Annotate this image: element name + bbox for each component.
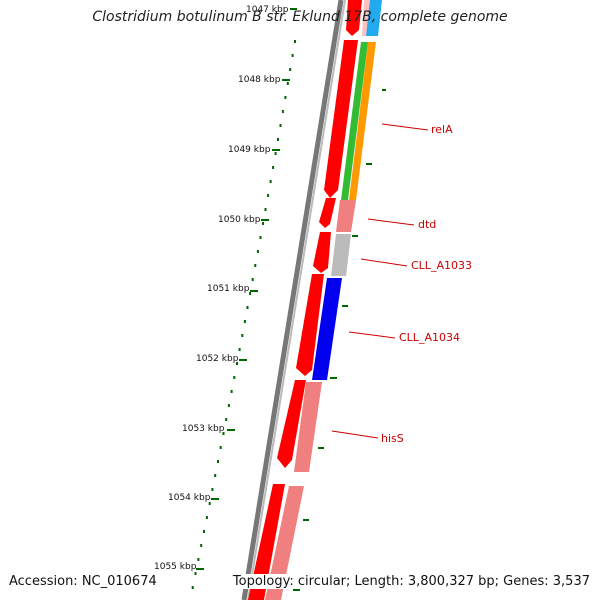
scale-dot [279,124,282,127]
tick-label: 1051 kbp [207,284,250,294]
gene-arrow [248,484,285,600]
scale-dot [217,460,219,463]
gene-arrow [296,274,324,376]
scale-dot [256,250,259,253]
scale-dot [241,334,244,337]
tick-label: 1047 kbp [246,5,289,15]
gene-label-relA: relA [431,123,453,136]
inner-ticks [293,89,386,591]
scale-dot [219,446,222,449]
gene-label-CLL_A1034: CLL_A1034 [399,331,460,344]
scale-dot [236,362,238,365]
scale-dot [238,348,241,351]
gene-label-CLL_A1033: CLL_A1033 [411,259,472,272]
scale-dot [191,586,194,589]
tick-label: 1053 kbp [182,424,225,434]
scale-dot [269,180,272,183]
gene-block-blue [312,278,342,380]
accession-text: Accession: NC_010674 [7,574,159,589]
label-leaders [331,123,429,439]
scale-dot [243,320,246,323]
scale-dot [246,306,249,309]
scale-dot [208,502,211,505]
scale-dot [222,432,225,435]
topology-text: Topology: circular; Length: 3,800,327 bp… [230,574,592,589]
gene-arrow [313,232,331,273]
scale-dot [227,404,230,407]
scale-dot [284,96,287,99]
scale-dot [294,40,296,43]
scale-dot [291,54,294,57]
genome-backbone [241,0,344,600]
scale-dot [272,166,275,169]
scale-dot [267,194,270,197]
scale-dot [233,376,236,379]
gene-block-pink [265,486,304,600]
scale-dot [211,488,214,491]
tick-label: 1048 kbp [238,75,281,85]
gene-arrow [277,380,306,468]
scale-dot [251,278,254,281]
tick-label: 1055 kbp [154,562,197,572]
map-title: Clostridium botulinum B str. Eklund 17B,… [92,9,508,25]
scale-dot [286,82,289,85]
scale-dot [200,544,203,547]
scale-dot [194,572,197,575]
gene-block-orange [349,42,376,200]
gene-block-pink [294,382,322,472]
scale-dot [259,236,262,239]
scale-dot [289,68,292,71]
scale-dot [274,152,277,155]
scale-dot [205,516,208,519]
gene-block-cyan [366,0,382,36]
scale-dot [214,474,217,477]
gene-arrow [319,198,336,228]
gene-block-gray [331,234,351,276]
scale-dot [230,390,233,393]
gene-arrow [324,40,358,198]
scale-dot [249,292,252,295]
gene-block-pink [336,200,356,232]
tick-label: 1052 kbp [196,354,239,364]
tick-label: 1050 kbp [218,215,261,225]
genome-backbone-highlight [247,0,346,600]
gene-arrow [346,0,362,36]
scale-dot [262,222,264,225]
scale-dots [191,40,296,589]
scale-dot [254,264,257,267]
scale-dot [281,110,284,113]
scale-dot [197,558,200,561]
forward-genes [248,0,362,600]
scale-dot [277,138,279,141]
gene-label-dtd: dtd [418,218,436,231]
scale-ticks [196,8,297,570]
gene-block-green [341,42,368,200]
scale-dot [264,208,267,211]
inner-track-genes [265,0,382,600]
scale-dot [225,418,228,421]
scale-dot [203,530,205,533]
gene-label-hisS: hisS [381,432,404,445]
tick-label: 1049 kbp [228,145,271,155]
tick-label: 1054 kbp [168,493,211,503]
